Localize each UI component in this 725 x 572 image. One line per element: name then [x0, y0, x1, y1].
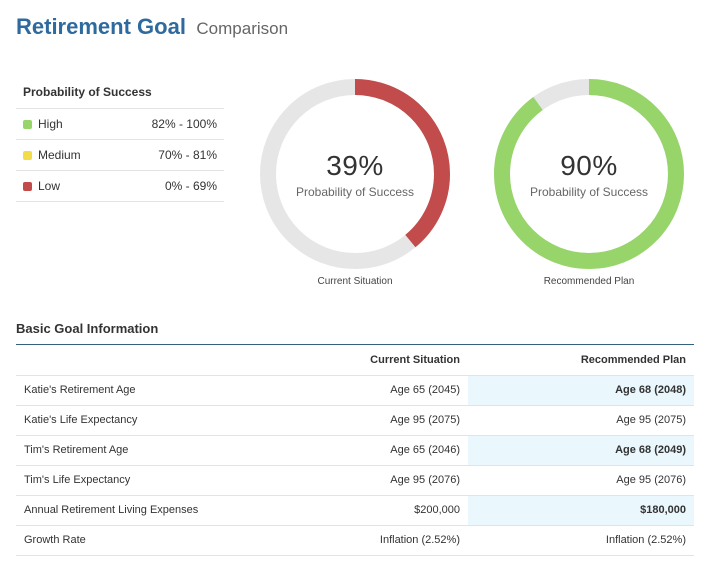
- current-value: $200,000: [256, 495, 468, 526]
- column-header-label: [16, 345, 256, 376]
- goal-table: Current Situation Recommended Plan Katie…: [16, 345, 694, 556]
- gauge-caption: Current Situation: [317, 276, 393, 287]
- legend-range: 70% - 81%: [158, 148, 217, 162]
- recommended-value: Age 68 (2048): [468, 375, 694, 406]
- row-label: Growth Rate: [16, 525, 256, 556]
- legend-row-high: High 82% - 100%: [16, 109, 224, 140]
- legend-range: 82% - 100%: [151, 117, 217, 131]
- recommended-value: Age 95 (2075): [468, 405, 694, 436]
- gauge-recommended-plan: 90% Probability of Success Recommended P…: [489, 74, 689, 287]
- gauge-label: Probability of Success: [295, 184, 415, 199]
- table-row: Katie's Life Expectancy Age 95 (2075) Ag…: [16, 405, 694, 436]
- recommended-value: Inflation (2.52%): [468, 525, 694, 556]
- gauge-center: 90% Probability of Success: [489, 74, 689, 274]
- gauge-label: Probability of Success: [529, 184, 649, 199]
- row-label: Katie's Life Expectancy: [16, 405, 256, 436]
- page-title: Retirement Goal: [16, 14, 186, 39]
- legend-swatch-high: [23, 119, 32, 129]
- gauge-center: 39% Probability of Success: [255, 74, 455, 274]
- legend-range: 0% - 69%: [164, 179, 217, 193]
- legend-swatch-medium: [23, 150, 32, 160]
- gauge-ring: [494, 79, 684, 269]
- column-header-recommended: Recommended Plan: [468, 345, 694, 376]
- table-row: Annual Retirement Living Expenses $200,0…: [16, 495, 694, 526]
- legend-label: High: [38, 117, 63, 131]
- probability-legend: Probability of Success High 82% - 100% M…: [16, 76, 224, 202]
- gauge-ring: [260, 79, 450, 269]
- page-subtitle: Comparison: [196, 19, 289, 38]
- row-label: Tim's Life Expectancy: [16, 465, 256, 496]
- legend-row-medium: Medium 70% - 81%: [16, 140, 224, 171]
- table-row: Tim's Retirement Age Age 65 (2046) Age 6…: [16, 435, 694, 466]
- row-label: Tim's Retirement Age: [16, 435, 256, 466]
- legend-title: Probability of Success: [16, 76, 224, 109]
- section-title: Basic Goal Information: [16, 321, 159, 336]
- legend-row-low: Low 0% - 69%: [16, 171, 224, 202]
- gauge-value: 39%: [326, 149, 384, 181]
- current-value: Age 95 (2076): [256, 465, 468, 496]
- column-header-current: Current Situation: [256, 345, 468, 376]
- legend-label: Medium: [38, 148, 81, 162]
- gauge-value: 90%: [560, 149, 618, 181]
- gauge-current-situation: 39% Probability of Success Current Situa…: [255, 74, 455, 287]
- gauge-caption: Recommended Plan: [543, 276, 635, 287]
- current-value: Age 95 (2075): [256, 405, 468, 436]
- table-header-row: Current Situation Recommended Plan: [16, 345, 694, 376]
- current-value: Age 65 (2045): [256, 375, 468, 406]
- gauge-arc: [260, 79, 450, 269]
- recommended-value: Age 68 (2049): [468, 435, 694, 466]
- gauge-arc: [494, 79, 684, 269]
- recommended-value: Age 95 (2076): [468, 465, 694, 496]
- legend-swatch-low: [23, 181, 32, 191]
- row-label: Katie's Retirement Age: [16, 375, 256, 406]
- current-value: Inflation (2.52%): [256, 525, 468, 556]
- table-row: Katie's Retirement Age Age 65 (2045) Age…: [16, 375, 694, 406]
- recommended-value: $180,000: [468, 495, 694, 526]
- current-value: Age 65 (2046): [256, 435, 468, 466]
- table-row: Growth Rate Inflation (2.52%) Inflation …: [16, 525, 694, 556]
- page-header: Retirement Goal Comparison: [16, 14, 288, 40]
- row-label: Annual Retirement Living Expenses: [16, 495, 256, 526]
- section-divider: [16, 344, 694, 345]
- legend-label: Low: [38, 179, 61, 193]
- table-row: Tim's Life Expectancy Age 95 (2076) Age …: [16, 465, 694, 496]
